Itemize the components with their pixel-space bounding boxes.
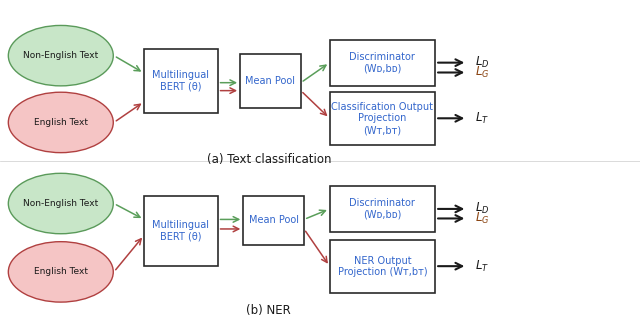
- Ellipse shape: [8, 242, 113, 302]
- Text: Multilingual
BERT (θ): Multilingual BERT (θ): [152, 70, 209, 92]
- Text: Multilingual
BERT (θ): Multilingual BERT (θ): [152, 220, 209, 241]
- Text: (a) Text classification: (a) Text classification: [207, 153, 331, 165]
- Bar: [330, 40, 435, 86]
- Text: $L_{T}$: $L_{T}$: [475, 111, 489, 126]
- Bar: [144, 49, 218, 113]
- Text: $L_{G}$: $L_{G}$: [475, 211, 490, 226]
- Bar: [144, 196, 218, 266]
- Text: NER Output
Projection (Wᴛ,bᴛ): NER Output Projection (Wᴛ,bᴛ): [337, 256, 428, 277]
- Text: Mean Pool: Mean Pool: [245, 76, 296, 86]
- Text: $L_{D}$: $L_{D}$: [475, 55, 490, 70]
- Text: Classification Output
Projection
(Wᴛ,bᴛ): Classification Output Projection (Wᴛ,bᴛ): [332, 102, 433, 135]
- Text: English Text: English Text: [34, 267, 88, 276]
- Text: Discriminator
(Wᴅ,bᴅ): Discriminator (Wᴅ,bᴅ): [349, 198, 415, 220]
- Ellipse shape: [8, 173, 113, 234]
- Text: (b) NER: (b) NER: [246, 304, 291, 316]
- Ellipse shape: [8, 25, 113, 86]
- Text: $L_{D}$: $L_{D}$: [475, 201, 490, 217]
- Text: Discriminator
(Wᴅ,bᴅ): Discriminator (Wᴅ,bᴅ): [349, 52, 415, 73]
- Text: $L_{T}$: $L_{T}$: [475, 259, 489, 274]
- Bar: [240, 54, 301, 108]
- Text: Mean Pool: Mean Pool: [248, 215, 299, 225]
- Bar: [243, 196, 304, 245]
- Bar: [330, 186, 435, 232]
- Bar: [330, 240, 435, 293]
- Bar: [330, 92, 435, 145]
- Text: Non-English Text: Non-English Text: [23, 199, 99, 208]
- Ellipse shape: [8, 92, 113, 153]
- Text: $L_{G}$: $L_{G}$: [475, 65, 490, 80]
- Text: English Text: English Text: [34, 118, 88, 127]
- Text: Non-English Text: Non-English Text: [23, 51, 99, 60]
